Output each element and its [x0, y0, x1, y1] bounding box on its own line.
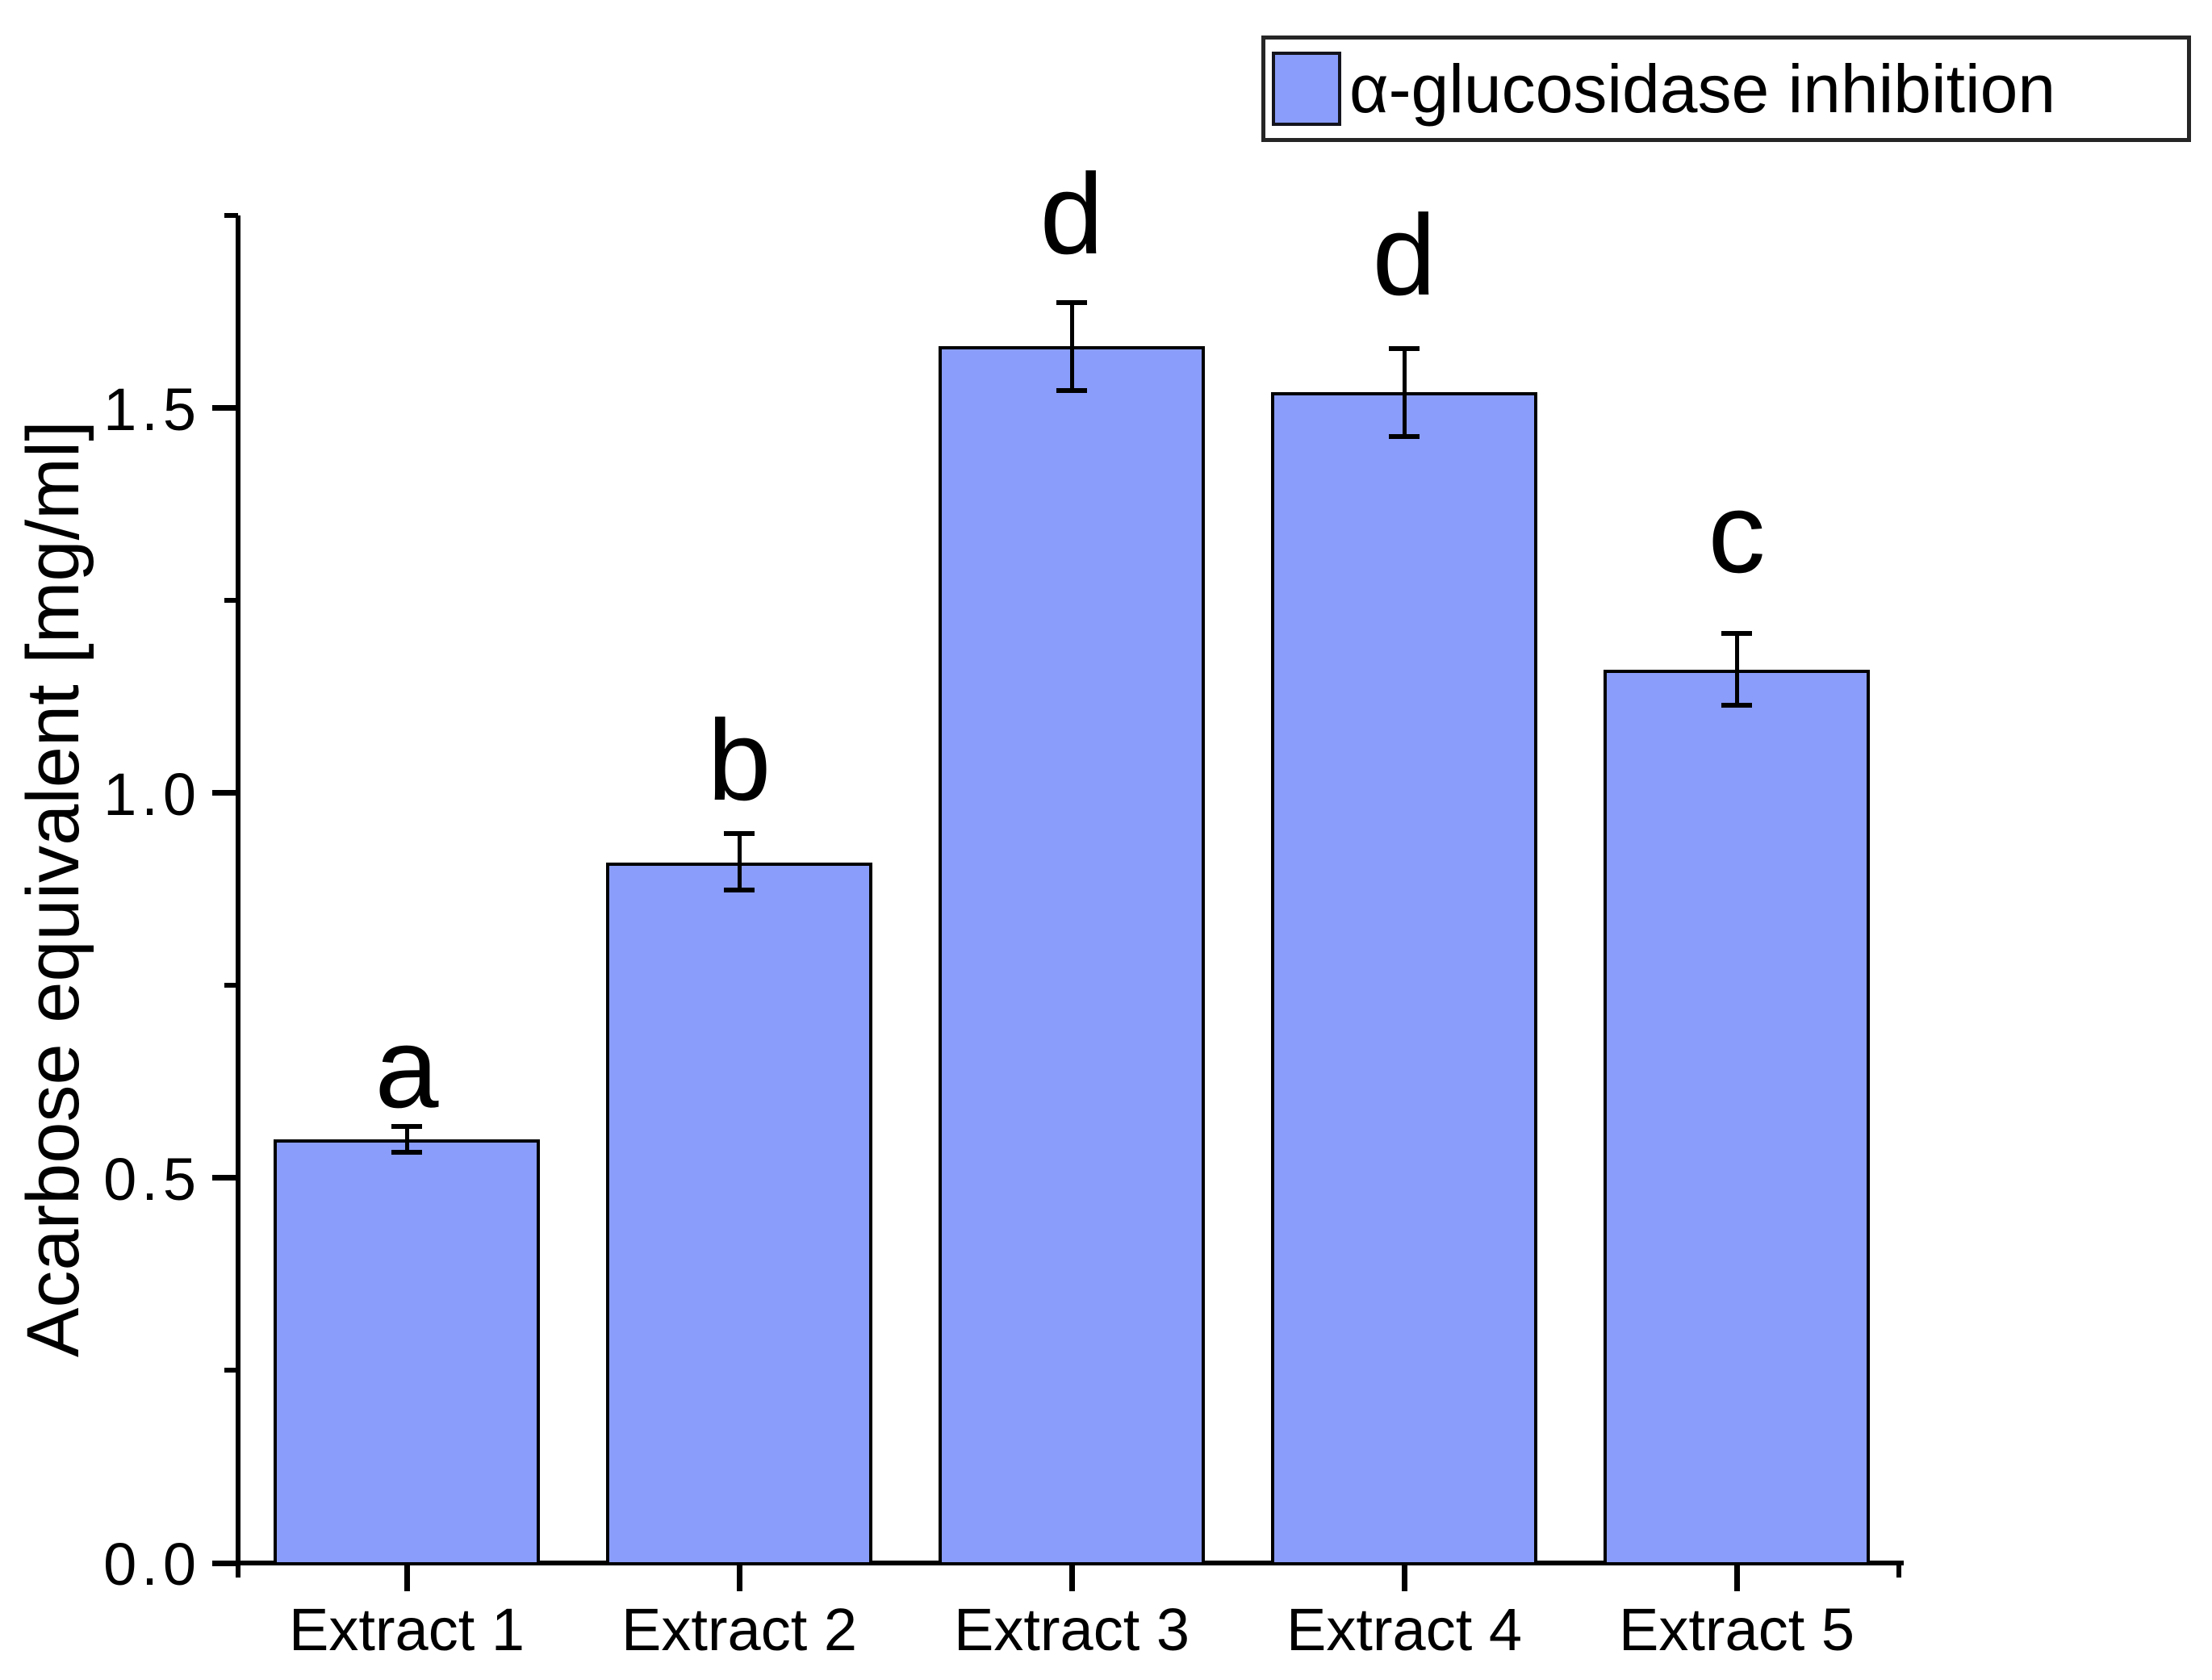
x-axis-end-tick: [1896, 1565, 1901, 1578]
y-axis-major-tick: [212, 405, 238, 411]
error-bar-cap: [391, 1124, 422, 1129]
error-bar-stem: [737, 831, 742, 892]
x-axis-tick: [737, 1565, 742, 1591]
significance-letter: d: [1372, 191, 1436, 320]
legend: α-glucosidase inhibition: [1261, 36, 2191, 142]
error-bar-cap: [1056, 388, 1087, 393]
bar: [939, 346, 1205, 1565]
y-tick-label: 1.0: [103, 761, 201, 828]
error-bar-cap: [391, 1150, 422, 1155]
x-category-label: Extract 1: [289, 1596, 525, 1663]
error-bar-cap: [1389, 434, 1420, 439]
y-tick-label: 0.0: [103, 1531, 201, 1598]
error-bar: [724, 831, 755, 892]
error-bar-cap: [1721, 703, 1752, 708]
legend-swatch: [1272, 52, 1341, 126]
error-bar: [391, 1124, 422, 1155]
y-axis-major-tick: [212, 790, 238, 796]
y-axis-major-tick: [212, 1175, 238, 1181]
error-bar-stem: [1734, 631, 1739, 708]
x-category-label: Extract 3: [954, 1596, 1190, 1663]
error-bar-cap: [724, 831, 755, 836]
error-bar-stem: [1402, 346, 1407, 439]
y-axis-minor-tick: [224, 213, 238, 218]
x-axis-tick: [404, 1565, 410, 1591]
error-bar-stem: [1069, 300, 1074, 393]
bar: [606, 863, 872, 1565]
y-axis-minor-tick: [224, 1368, 238, 1373]
y-axis-minor-tick: [224, 598, 238, 603]
y-tick-label: 1.5: [103, 376, 201, 443]
y-axis-minor-tick: [224, 983, 238, 988]
bar: [1604, 670, 1870, 1565]
x-axis-tick: [1734, 1565, 1740, 1591]
error-bar: [1056, 300, 1087, 393]
y-axis-line: [236, 215, 240, 1565]
y-axis-major-tick: [212, 1561, 238, 1566]
error-bar-cap: [724, 888, 755, 892]
bar: [1271, 392, 1537, 1565]
x-category-label: Extract 2: [621, 1596, 857, 1663]
significance-letter: d: [1039, 150, 1104, 278]
legend-label: α-glucosidase inhibition: [1349, 51, 2056, 127]
y-tick-label: 0.5: [103, 1146, 201, 1213]
error-bar: [1721, 631, 1752, 708]
x-axis-end-tick: [236, 1565, 240, 1578]
error-bar-cap: [1721, 631, 1752, 636]
bar: [274, 1139, 540, 1565]
x-category-label: Extract 5: [1619, 1596, 1854, 1663]
significance-letter: a: [374, 1004, 439, 1132]
error-bar: [1389, 346, 1420, 439]
x-category-label: Extract 4: [1286, 1596, 1522, 1663]
x-axis-tick: [1402, 1565, 1407, 1591]
error-bar-cap: [1056, 300, 1087, 305]
significance-letter: b: [707, 696, 771, 825]
error-bar-stem: [404, 1124, 409, 1155]
error-bar-cap: [1389, 346, 1420, 351]
significance-letter: c: [1708, 469, 1766, 597]
x-axis-tick: [1069, 1565, 1075, 1591]
